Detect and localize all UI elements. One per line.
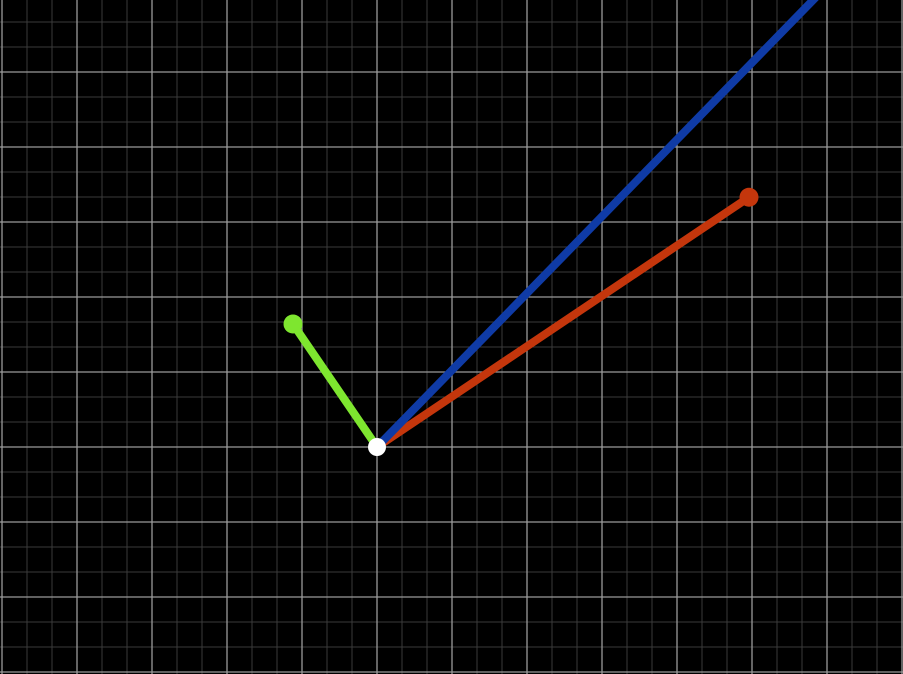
- vector-red: [373, 193, 753, 451]
- origin-point: [368, 438, 386, 456]
- vector-green-endpoint[interactable]: [283, 314, 303, 334]
- vectors-group: 453: [283, 0, 819, 451]
- vector-blue: [373, 0, 819, 451]
- vector-green: [289, 320, 381, 451]
- vector-red-endpoint[interactable]: [739, 187, 759, 207]
